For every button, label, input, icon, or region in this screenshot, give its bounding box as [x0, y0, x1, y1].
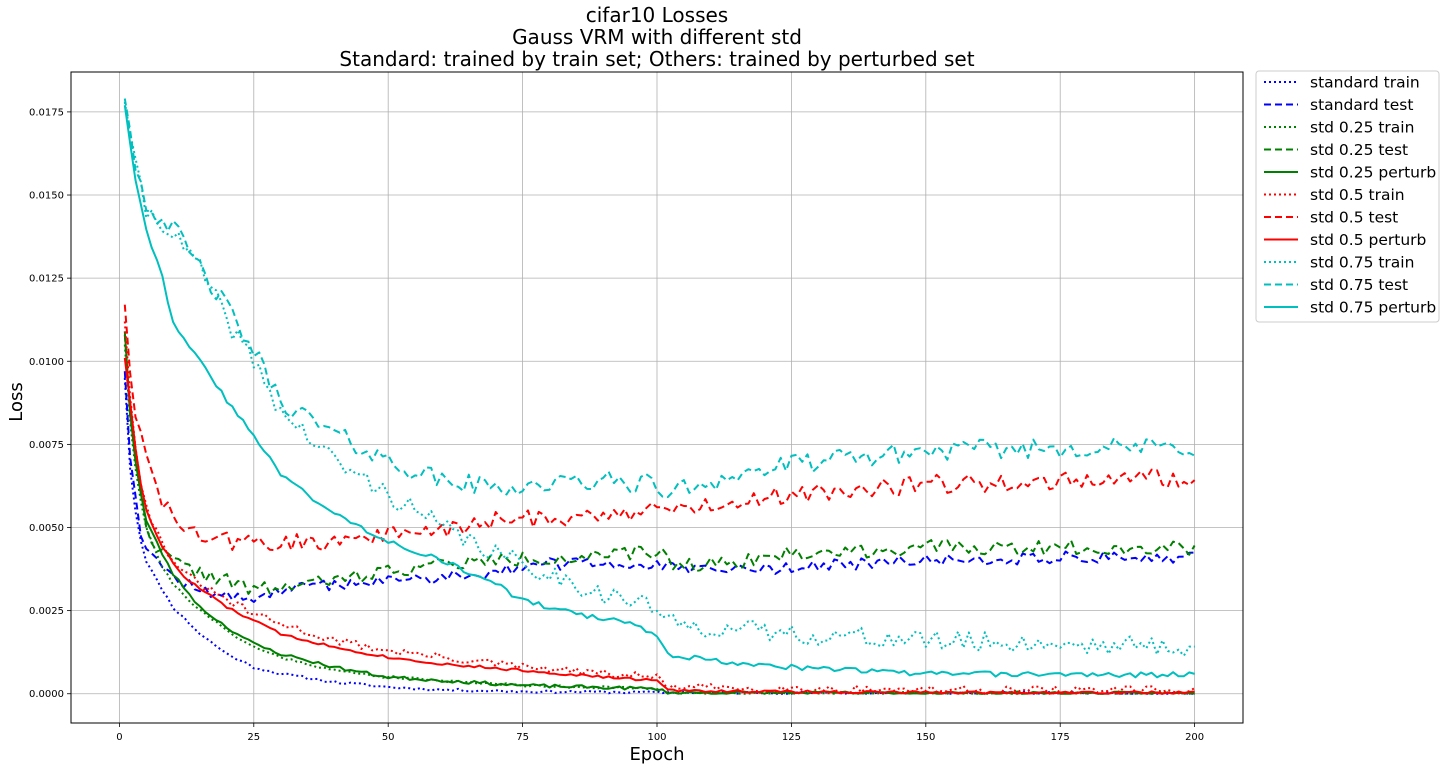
series-line-standard-train	[123, 377, 1195, 695]
series-line-std-0-25-test	[123, 334, 1196, 595]
y-tick-label: 0.0100	[29, 357, 64, 368]
series-line-std-0-5-train	[123, 321, 1196, 695]
chart-title-line-1: cifar10 Losses	[586, 3, 728, 27]
series-line-standard-test	[123, 371, 1195, 603]
x-tick-label: 175	[1051, 732, 1070, 743]
legend-label-std-0-5-perturb: std 0.5 perturb	[1310, 231, 1426, 249]
legend-label-std-0-75-perturb: std 0.75 perturb	[1310, 299, 1436, 317]
legend: standard train standard test std 0.25 trai…	[1255, 70, 1440, 323]
series-line-std-0-5-test	[123, 304, 1196, 552]
x-axis-label: Epoch	[629, 744, 684, 765]
series-line-std-0-75-perturb	[123, 105, 1195, 679]
legend-label-std-0-5-train: std 0.5 train	[1310, 186, 1405, 204]
y-axis-label: Loss	[6, 382, 27, 421]
ticks: 0 25 50 75 100 125 150 175 200 0.0000 0.0025 0.0050…	[29, 107, 1204, 743]
legend-label-std-0-25-perturb: std 0.25 perturb	[1310, 164, 1436, 182]
y-tick-label: 0.0025	[29, 606, 64, 617]
x-tick-label: 50	[382, 732, 395, 743]
x-tick-label: 0	[116, 732, 122, 743]
y-tick-label: 0.0125	[29, 274, 64, 285]
y-tick-label: 0.0075	[29, 440, 64, 451]
x-tick-label: 125	[782, 732, 801, 743]
legend-label-std-0-75-test: std 0.75 test	[1310, 276, 1408, 294]
legend-frame	[1255, 70, 1440, 323]
grid	[71, 72, 1243, 723]
legend-label-std-0-75-train: std 0.75 train	[1310, 254, 1414, 272]
x-tick-label: 25	[247, 732, 260, 743]
chart-title-line-3: Standard: trained by train set; Others: …	[339, 47, 974, 71]
series-line-std-0-5-perturb	[123, 357, 1195, 695]
y-tick-label: 0.0150	[29, 191, 64, 202]
series-layer	[123, 98, 1196, 695]
chart-title-line-2: Gauss VRM with different std	[512, 25, 802, 49]
y-tick-label: 0.0050	[29, 523, 64, 534]
series-line-std-0-75-test	[123, 98, 1196, 499]
legend-label-std-0-25-test: std 0.25 test	[1310, 141, 1408, 159]
y-tick-label: 0.0175	[29, 107, 64, 118]
legend-label-standard-train: standard train	[1310, 74, 1420, 92]
x-tick-label: 75	[516, 732, 529, 743]
legend-label-std-0-25-train: std 0.25 train	[1310, 119, 1414, 137]
y-tick-label: 0.0000	[29, 689, 64, 700]
x-tick-label: 150	[916, 732, 935, 743]
x-tick-label: 100	[647, 732, 666, 743]
series-line-std-0-75-train	[123, 101, 1195, 657]
legend-label-std-0-5-test: std 0.5 test	[1310, 209, 1398, 227]
legend-label-standard-test: standard test	[1310, 96, 1413, 114]
series-line-std-0-25-perturb	[123, 331, 1195, 695]
x-tick-label: 200	[1185, 732, 1204, 743]
